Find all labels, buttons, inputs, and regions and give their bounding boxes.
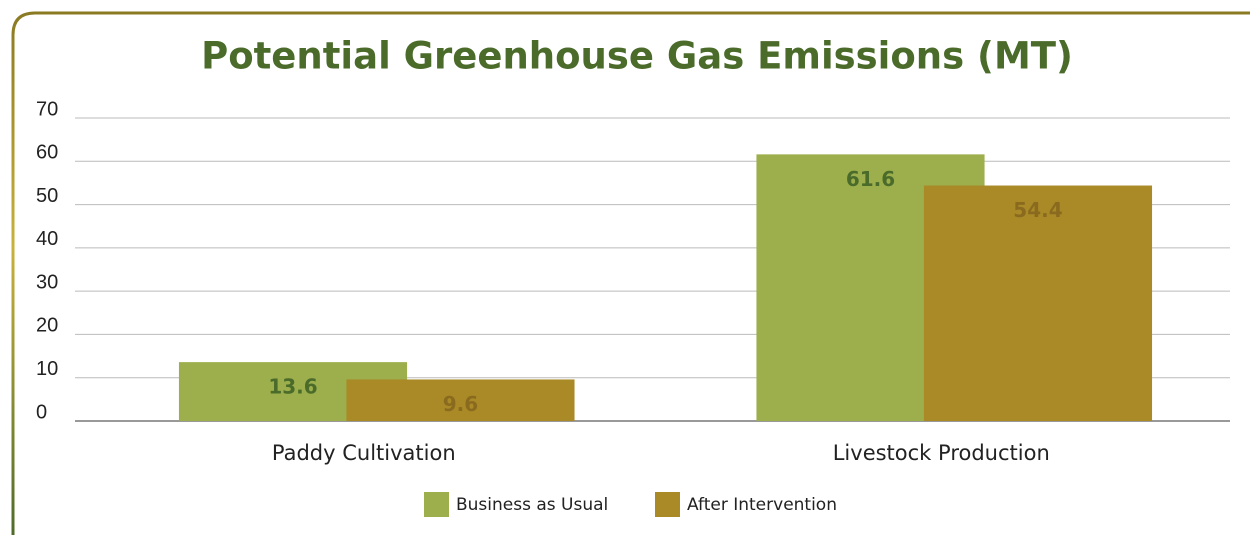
value-label: 13.6 [268, 375, 317, 399]
y-tick-label: 40 [36, 228, 58, 250]
value-label: 61.6 [846, 167, 895, 191]
legend-label: After Intervention [687, 495, 837, 515]
card-border [11, 11, 1250, 535]
legend-label: Business as Usual [456, 495, 608, 515]
y-tick-label: 10 [36, 358, 58, 380]
legend-swatch [424, 492, 449, 517]
y-tick-label: 70 [36, 98, 58, 120]
y-tick-label: 0 [36, 401, 47, 423]
bar [923, 185, 1153, 421]
y-tick-label: 60 [36, 142, 58, 164]
legend-swatch [655, 492, 680, 517]
x-tick-label: Livestock Production [833, 441, 1050, 465]
y-tick-label: 50 [36, 185, 58, 207]
y-tick-label: 20 [36, 315, 58, 337]
bar [346, 379, 575, 421]
y-tick-label: 30 [36, 271, 58, 293]
value-label: 54.4 [1013, 198, 1062, 222]
chart-title: Potential Greenhouse Gas Emissions (MT) [201, 35, 1073, 78]
x-tick-label: Paddy Cultivation [272, 441, 456, 465]
value-label: 9.6 [443, 392, 478, 416]
